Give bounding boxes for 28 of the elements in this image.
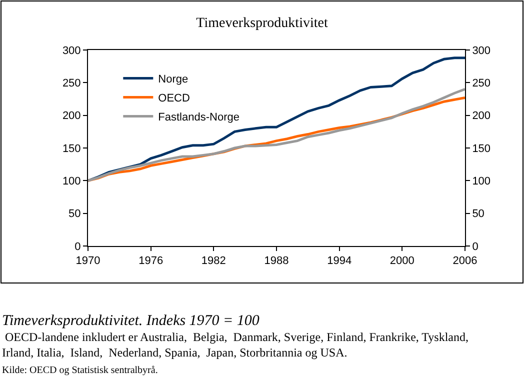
chart-title: Timeverksproduktivitet xyxy=(196,16,328,32)
legend-label: Fastlands-Norge xyxy=(158,112,240,124)
legend-label: OECD xyxy=(158,92,190,105)
y-tick-label: 0 xyxy=(74,240,81,253)
text: OECD-landene inkludert er Australia, Belgia, Danmark, Sverige, Finland, Frankrike, Tyskland, Irland, Italia, Island, Nederland, Spania, Japan, Storbritannia og USA. xyxy=(2,330,468,360)
y2-tick-label: 0 xyxy=(472,240,478,253)
y2-tick-label: 50 xyxy=(472,208,484,220)
y-tick-label: 150 xyxy=(62,142,81,155)
y2-tick-label: 100 xyxy=(472,176,491,188)
x-tick-label: 2006 xyxy=(452,255,478,268)
legend-label: Norge xyxy=(158,74,188,86)
text: Kilde: OECD og Statistisk sentralbyrå. xyxy=(2,365,158,376)
y-tick-label: 100 xyxy=(62,176,81,188)
x-tick-label: 1982 xyxy=(201,255,226,268)
y2-tick-label: 200 xyxy=(472,110,491,122)
text: Timeverksproduktivitet. Indeks 1970 = 100 xyxy=(2,313,260,329)
y2-tick-label: 150 xyxy=(472,142,491,155)
y2-tick-label: 250 xyxy=(472,78,491,90)
y-tick-label: 50 xyxy=(68,208,81,220)
y-tick-label: 300 xyxy=(62,44,81,57)
y-tick-label: 250 xyxy=(62,78,81,90)
y2-tick-label: 300 xyxy=(472,44,491,57)
x-tick-label: 1994 xyxy=(327,255,352,268)
x-tick-label: 1976 xyxy=(138,255,164,268)
x-tick-label: 2000 xyxy=(390,255,414,268)
x-tick-label: 1988 xyxy=(264,255,289,268)
x-tick-label: 1970 xyxy=(76,255,100,268)
y-tick-label: 200 xyxy=(62,110,81,122)
